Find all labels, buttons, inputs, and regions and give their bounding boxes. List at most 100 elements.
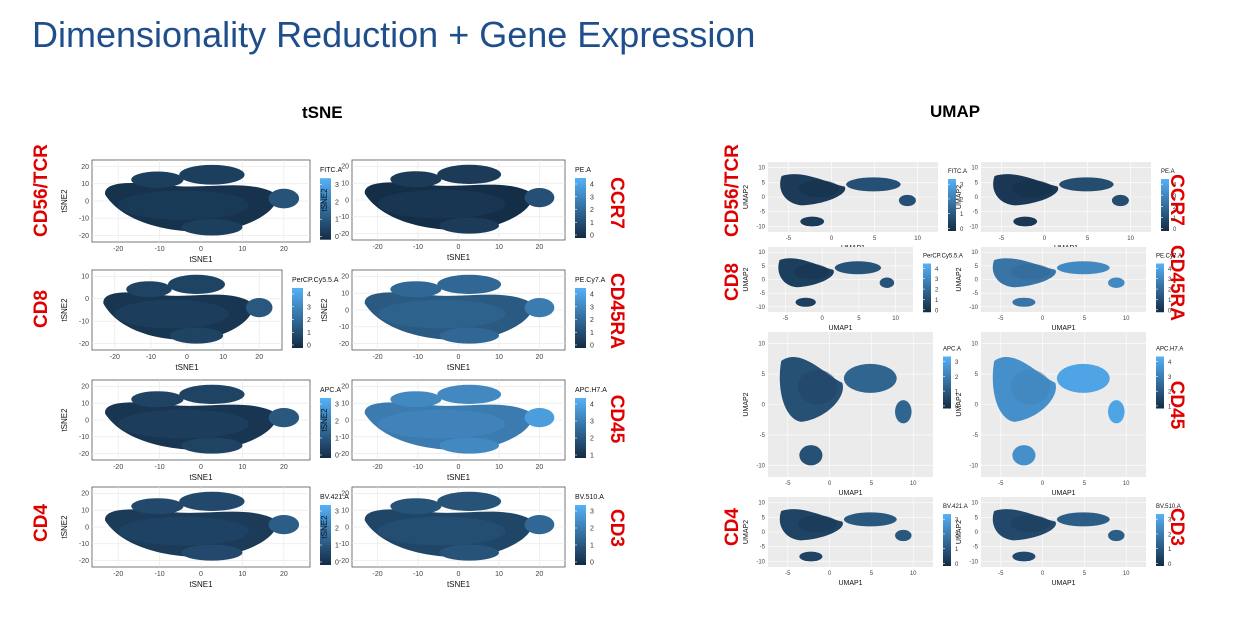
- embedding-plot-umap-percp-cy5-5-a: -5 0 5 10 10 5 0 -5 -10 UMAP1 UMAP2 PerCP.Cy5.5.A 4 3…: [742, 245, 975, 338]
- y-tick-label: 10: [81, 274, 89, 281]
- legend-tick-label: 0: [960, 227, 964, 233]
- x-tick-label: 10: [495, 244, 503, 251]
- x-tick-label: 10: [892, 316, 899, 322]
- y-tick-label: -20: [79, 233, 89, 240]
- cluster-top-left: [390, 281, 442, 298]
- cluster-center: [377, 409, 506, 439]
- legend-tick-label: 3: [1168, 277, 1172, 283]
- legend-tick-label: 3: [955, 518, 959, 524]
- cluster-core: [797, 515, 838, 532]
- y-axis-label: tSNE2: [320, 298, 329, 322]
- y-tick-label: -10: [339, 324, 349, 331]
- plot-svg: -20 -10 0 10 20100-10-20tSNE1tSNE2PerCP.Cy5.…: [60, 269, 339, 372]
- marker-label-cd8-umap: CD8: [722, 263, 743, 302]
- cluster-core: [1011, 180, 1053, 197]
- x-tick-label: -10: [413, 354, 423, 361]
- y-tick-label: 0: [85, 296, 89, 303]
- y-tick-label: -10: [756, 463, 765, 469]
- legend-title: BV.510.A: [1156, 504, 1181, 510]
- plot-svg: -20 -10 0 10 2020100-10-20tSNE1tSNE2PE.Cy7.A…: [320, 269, 606, 372]
- cluster-bottom: [439, 437, 499, 454]
- x-axis-label: tSNE1: [447, 473, 471, 482]
- y-tick-label: 0: [975, 530, 979, 536]
- embedding-plot-umap-bv-510-a: -5 0 5 10 10 5 0 -5 -10 UMAP1 UMAP2 BV.510.A 3 2 1 0: [955, 495, 1208, 593]
- cluster-core: [1010, 369, 1051, 405]
- embedding-plot-umap-apc-h7-a: -5 0 5 10 10 5 0 -5 -10 UMAP1 UMAP2 APC.H7.A 4 3 2 1: [955, 330, 1208, 503]
- legend-tick-label: 3: [1168, 375, 1172, 381]
- x-tick-label: -20: [372, 244, 382, 251]
- cluster-right: [524, 298, 555, 318]
- x-tick-label: 5: [873, 236, 877, 242]
- y-tick-label: -10: [79, 434, 89, 441]
- x-tick-label: 10: [1123, 481, 1130, 487]
- legend-tick-label: 1: [1168, 404, 1172, 410]
- legend-tick-label: 2: [960, 197, 964, 203]
- y-tick-label: -10: [969, 463, 978, 469]
- x-tick-label: 0: [1041, 481, 1045, 487]
- cluster-center: [118, 409, 249, 439]
- embedding-plot-tsne-apc-h7-a: -20 -10 0 10 20 20 10 0 -10 -20 tSNE1 tSNE2 APC.H7.A…: [320, 378, 627, 494]
- y-tick-label: -5: [760, 210, 766, 216]
- plot-svg: -20 -10 0 10 2020100-10-20tSNE1tSNE2FITC.A32…: [60, 159, 342, 264]
- y-tick-label: 10: [971, 342, 978, 348]
- cluster-center: [118, 190, 249, 220]
- y-tick-label: -5: [973, 210, 979, 216]
- y-tick-label: -10: [756, 305, 765, 311]
- legend-tick-label: 3: [1173, 194, 1177, 200]
- legend-tick-label: 0: [955, 404, 959, 410]
- legend-tick-label: 0: [935, 308, 939, 314]
- legend-tick-label: 1: [1173, 216, 1177, 222]
- cluster-upper-right: [1056, 261, 1110, 275]
- cluster-upper-right: [834, 261, 882, 275]
- x-tick-label: 10: [1123, 571, 1130, 577]
- legend-tick-label: 3: [590, 509, 594, 516]
- legend-tick-label: 1: [955, 390, 959, 396]
- legend-tick-label: 2: [1168, 288, 1172, 294]
- x-tick-label: 0: [199, 464, 203, 471]
- section-title-umap: UMAP: [930, 102, 981, 121]
- x-tick-label: 20: [280, 246, 288, 253]
- legend-tick-label: 2: [1168, 390, 1172, 396]
- cluster-bottom: [800, 216, 825, 227]
- x-tick-label: 20: [536, 571, 544, 578]
- legend-tick-label: 2: [1168, 532, 1172, 538]
- plot-svg: -20 -10 0 10 2020100-10-20tSNE1tSNE2PE.A4321…: [320, 159, 594, 262]
- cluster-right: [268, 408, 300, 428]
- y-axis-label: UMAP2: [956, 392, 963, 416]
- legend-colorbar: [943, 356, 951, 409]
- cluster-top-mid: [179, 384, 245, 404]
- cluster-top-mid: [437, 274, 502, 294]
- legend-title: PE.A: [575, 167, 591, 174]
- cluster-bottom: [181, 219, 243, 236]
- cluster-top-mid: [437, 384, 502, 404]
- y-tick-label: 20: [81, 164, 89, 171]
- cluster-upper-right: [1056, 363, 1110, 393]
- cluster-top-left: [390, 391, 442, 408]
- x-tick-label: -10: [155, 464, 165, 471]
- cluster-right: [524, 515, 555, 535]
- x-tick-label: 0: [457, 464, 461, 471]
- x-tick-label: 0: [457, 244, 461, 251]
- y-tick-label: 0: [762, 278, 766, 284]
- y-tick-label: 5: [975, 372, 979, 378]
- y-tick-label: 0: [85, 524, 89, 531]
- y-axis-label: tSNE2: [60, 189, 69, 213]
- y-tick-label: 0: [85, 198, 89, 205]
- legend-title: PE.A: [1161, 169, 1175, 175]
- x-tick-label: 10: [914, 236, 921, 242]
- legend-tick-label: 0: [590, 560, 594, 567]
- y-tick-label: 20: [341, 384, 349, 391]
- cluster-right: [895, 529, 912, 542]
- x-tick-label: 10: [1127, 236, 1134, 242]
- legend-tick-label: 2: [307, 317, 311, 324]
- x-tick-label: -20: [113, 246, 123, 253]
- cluster-center: [114, 299, 229, 329]
- cluster-upper-right: [843, 363, 897, 393]
- legend-colorbar: [575, 398, 586, 458]
- x-tick-label: 20: [536, 244, 544, 251]
- y-tick-label: 10: [758, 250, 765, 256]
- x-tick-label: 0: [457, 354, 461, 361]
